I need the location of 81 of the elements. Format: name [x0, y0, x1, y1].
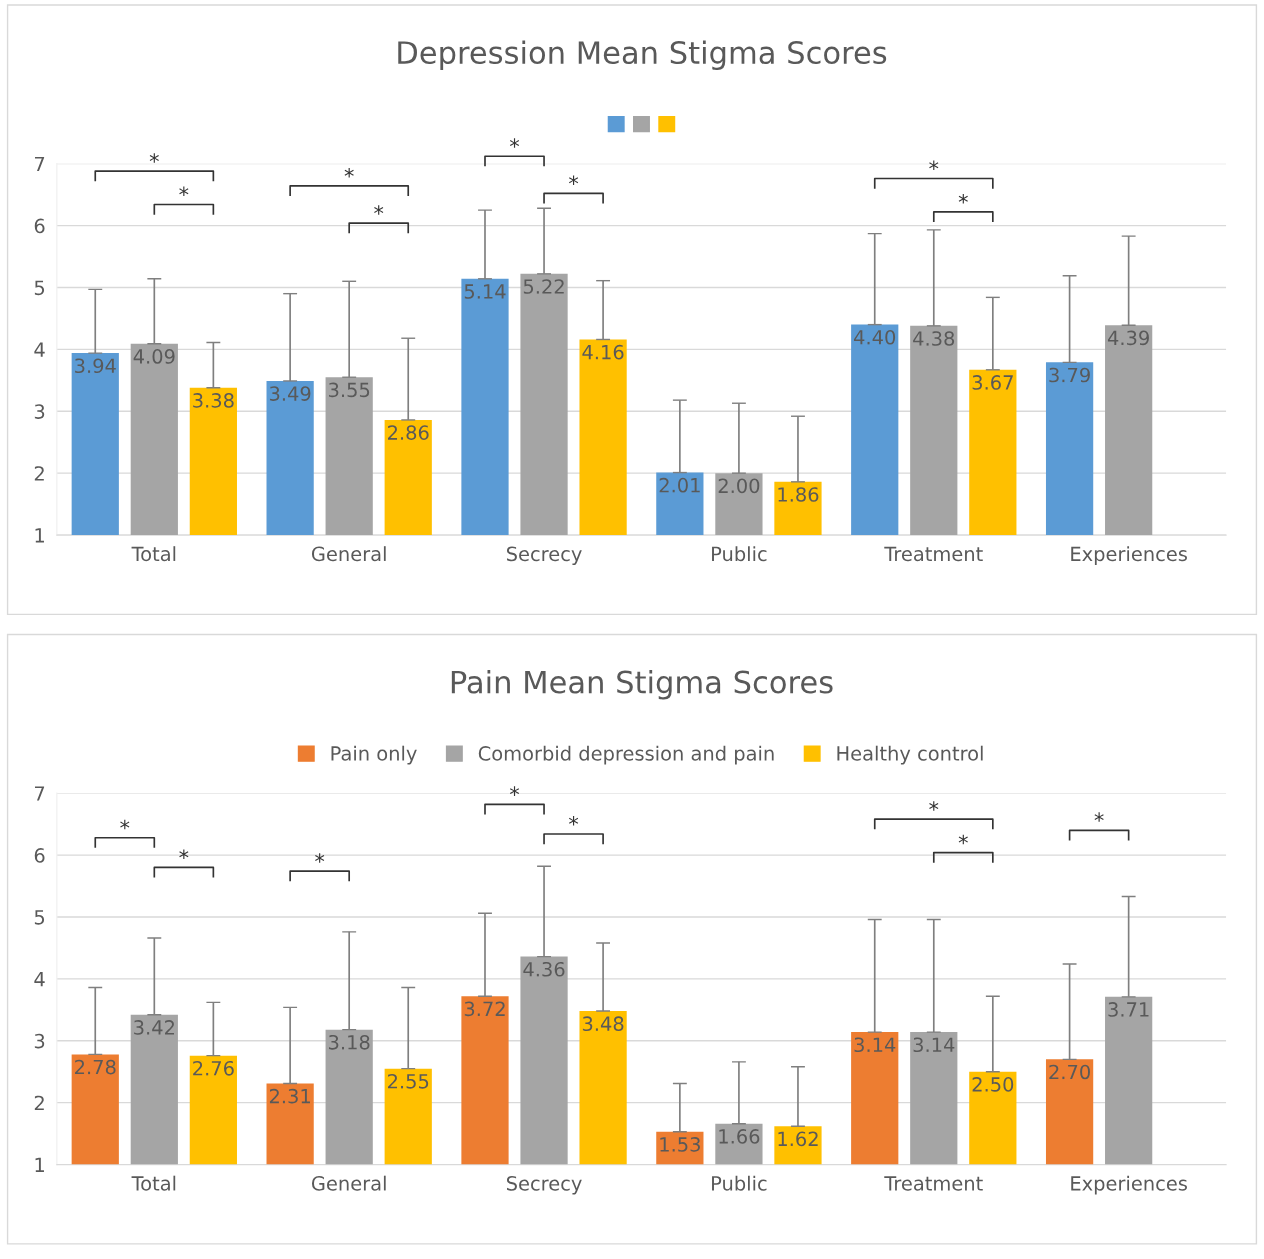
x-tick-label: Experiences	[1071, 546, 1187, 565]
annotation: *	[179, 186, 189, 197]
annotation: *	[929, 801, 939, 811]
data-label: 2.78	[75, 1059, 116, 1075]
text: *	[509, 138, 520, 148]
x-tick-label: Secrecy	[506, 1176, 582, 1195]
annotation: *	[509, 786, 520, 796]
legend-label: Pain only	[331, 745, 417, 765]
data-label: 3.18	[329, 1034, 370, 1050]
data-label: 2.70	[1049, 1064, 1090, 1080]
y-tick-label: 4	[34, 342, 45, 357]
annotation: *	[344, 168, 354, 178]
y-tick-label: 3	[34, 404, 45, 419]
data-label: 4.38	[913, 331, 955, 346]
data-label: 3.55	[329, 382, 370, 398]
data-label: 2.76	[193, 1060, 234, 1076]
y-tick-label: 2	[34, 1095, 44, 1111]
data-label: 3.48	[582, 1016, 624, 1032]
data-label: 2.01	[659, 477, 700, 493]
data-label: 3.14	[913, 1037, 955, 1053]
chart-title: Depression Mean Stigma Scores	[398, 40, 887, 71]
data-label: 5.22	[523, 279, 564, 294]
x-tick-label: General	[311, 546, 386, 562]
data-label: 4.40	[854, 329, 896, 345]
y-tick-label: 3	[34, 1033, 45, 1049]
data-label: 2.00	[718, 478, 760, 494]
x-tick-label: Secrecy	[506, 546, 582, 565]
data-label: 3.72	[464, 1001, 505, 1017]
data-label: 4.09	[133, 349, 175, 364]
x-tick-label: Public	[712, 546, 767, 562]
y-tick-label: 6	[34, 848, 45, 863]
data-label: 4.36	[523, 961, 565, 977]
y-tick-label: 7	[34, 786, 45, 801]
data-label: 4.39	[1107, 330, 1149, 346]
data-label: 2.31	[269, 1088, 310, 1104]
x-tick-label: Experiences	[1071, 1175, 1187, 1195]
annotation: *	[179, 849, 189, 860]
annotation: *	[568, 816, 579, 826]
data-label: 3.79	[1049, 367, 1090, 383]
data-label: 3.71	[1108, 1002, 1149, 1017]
data-label: 3.49	[269, 386, 311, 401]
data-label: 1.62	[778, 1131, 818, 1147]
text: *	[149, 153, 159, 163]
annotation: *	[315, 853, 325, 863]
data-label: 1.86	[778, 487, 819, 502]
x-tick-label: General	[311, 1175, 386, 1191]
data-label: 3.14	[854, 1037, 896, 1053]
y-tick-label: 7	[34, 156, 45, 172]
y-tick-label: 1	[35, 528, 44, 543]
y-tick-label: 1	[35, 1157, 44, 1172]
annotation: *	[374, 205, 384, 215]
annotation: *	[958, 834, 968, 845]
legend-label: Healthy control	[837, 745, 983, 765]
annotation: *	[120, 819, 130, 830]
x-tick-label: Total	[131, 1175, 176, 1191]
chart-title: Pain Mean Stigma Scores	[451, 669, 833, 700]
x-tick-label: Treatment	[884, 1176, 983, 1191]
legend-label: Comorbid depression and pain	[478, 745, 774, 765]
y-tick-label: 5	[34, 280, 45, 296]
annotation: *	[958, 194, 968, 204]
annotation: *	[1094, 812, 1104, 822]
data-label: 3.42	[134, 1020, 175, 1035]
data-label: 3.38	[193, 393, 234, 408]
annotation: *	[929, 160, 939, 171]
y-tick-label: 6	[34, 218, 45, 234]
y-tick-label: 5	[34, 910, 45, 925]
data-label: 3.94	[75, 358, 116, 374]
data-label: 1.66	[719, 1129, 760, 1144]
y-tick-label: 4	[34, 972, 45, 987]
annotation: *	[568, 175, 579, 185]
data-label: 5.14	[464, 284, 506, 299]
data-label: 3.67	[972, 375, 1013, 390]
data-label: 2.55	[388, 1073, 429, 1089]
x-tick-label: Total	[131, 546, 176, 562]
x-tick-label: Treatment	[884, 546, 983, 562]
x-tick-label: Public	[712, 1175, 767, 1191]
data-label: 2.86	[388, 425, 429, 440]
y-tick-label: 2	[34, 466, 44, 481]
data-label: 4.16	[582, 344, 624, 360]
data-label: 2.50	[972, 1077, 1014, 1092]
data-label: 1.53	[660, 1137, 700, 1152]
